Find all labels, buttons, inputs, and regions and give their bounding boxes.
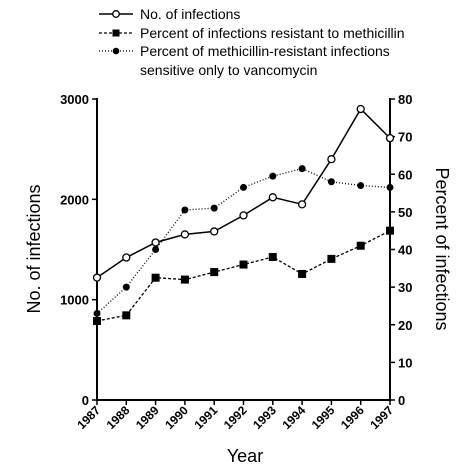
data-point-filled-square [180, 275, 189, 284]
series-line-2 [96, 230, 391, 322]
data-point-open-circle [239, 211, 248, 220]
data-point-filled-circle [122, 283, 130, 291]
data-point-open-circle [356, 104, 365, 114]
right-tick-label: 50 [398, 205, 412, 220]
legend-marker-filled-square [112, 29, 120, 37]
legend-label-1: No. of infections [140, 6, 240, 22]
data-point-filled-square [386, 226, 394, 235]
x-tick-label: 1993 [250, 403, 279, 432]
data-point-filled-square [93, 316, 101, 325]
data-point-open-circle [297, 200, 307, 209]
x-tick-label: 1990 [162, 403, 191, 432]
data-point-filled-circle [357, 182, 365, 190]
data-point-filled-square [356, 241, 365, 250]
data-point-open-circle [385, 133, 395, 143]
data-point-open-circle [210, 227, 219, 236]
y-axis-right-title: Percent of infections [432, 167, 452, 330]
right-tick-label: 20 [398, 318, 412, 333]
x-tick-label: 1991 [192, 403, 221, 432]
x-tick-label: 1987 [74, 403, 103, 432]
x-tick-label: 1997 [367, 403, 396, 432]
data-point-open-circle [180, 230, 190, 239]
right-tick-label: 40 [398, 243, 412, 258]
left-tick-label: 0 [82, 393, 89, 408]
legend-marker-filled-circle [112, 47, 120, 55]
x-tick-label: 1988 [104, 403, 133, 432]
right-tick-label: 10 [398, 355, 412, 370]
series-layer [92, 104, 395, 325]
legend-marker-open-circle [112, 10, 120, 18]
right-tick-label: 80 [398, 92, 412, 107]
data-point-filled-square [298, 269, 307, 278]
x-tick-label: 1994 [279, 403, 308, 432]
data-point-filled-circle [181, 206, 189, 214]
right-tick-label: 60 [398, 167, 412, 182]
data-point-filled-square [327, 254, 336, 263]
legend-label-2: Percent of infections resistant to methi… [140, 25, 405, 41]
data-point-filled-circle [327, 178, 335, 186]
right-axis-ticks: 0 10 20 30 40 50 60 70 80 [390, 92, 412, 408]
right-tick-label: 70 [398, 130, 412, 145]
y-axis-left-title: No. of infections [24, 184, 44, 313]
left-tick-label: 2000 [60, 192, 89, 207]
left-tick-label: 1000 [60, 293, 89, 308]
x-axis-ticks: 1987 1988 1989 1990 1991 1992 1993 1994 1995 1996… [74, 400, 396, 432]
right-tick-label: 30 [398, 280, 412, 295]
left-tick-label: 3000 [60, 92, 89, 107]
legend-label-3b: sensitive only to vancomycin [140, 62, 317, 78]
data-point-filled-square [151, 273, 160, 282]
data-point-filled-circle [240, 183, 247, 191]
data-point-open-circle [122, 253, 131, 262]
legend: No. of infections Percent of infections … [99, 6, 405, 78]
data-point-filled-circle [152, 246, 160, 253]
data-point-filled-circle [269, 172, 277, 180]
data-point-filled-circle [386, 183, 394, 191]
data-point-filled-circle [298, 165, 306, 173]
x-tick-label: 1996 [338, 403, 367, 432]
data-point-filled-circle [93, 309, 101, 317]
right-tick-label: 0 [398, 393, 405, 408]
data-point-filled-square [210, 268, 219, 277]
data-point-filled-square [122, 311, 131, 320]
x-axis-title: Year [227, 446, 263, 466]
data-point-filled-square [268, 253, 277, 262]
data-point-filled-square [239, 260, 248, 269]
data-point-filled-circle [210, 204, 218, 212]
data-point-open-circle [327, 155, 336, 164]
data-point-open-circle [92, 273, 102, 282]
x-tick-label: 1992 [221, 403, 250, 432]
data-point-open-circle [268, 193, 277, 202]
x-tick-label: 1989 [133, 403, 162, 432]
data-point-open-circle [151, 238, 160, 247]
legend-label-3a: Percent of methicillin-resistant infecti… [140, 43, 390, 59]
left-axis-ticks: 0 1000 2000 3000 [60, 92, 97, 408]
x-tick-label: 1995 [309, 403, 338, 432]
